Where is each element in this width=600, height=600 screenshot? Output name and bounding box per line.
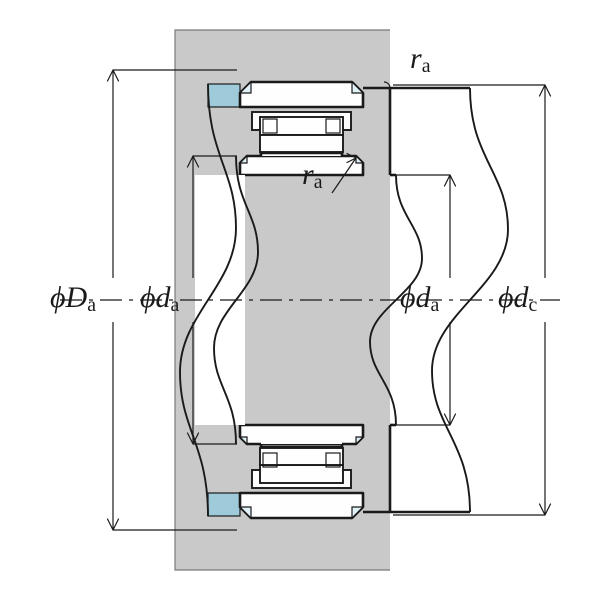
label-Da: ϕDa <box>50 281 96 317</box>
label-ra-inner: ra <box>302 158 322 194</box>
label-da-left: ϕda <box>140 281 179 317</box>
label-da-right: ϕda <box>400 281 439 317</box>
label-dc: ϕdc <box>498 281 537 317</box>
label-ra-outer: ra <box>410 42 430 78</box>
